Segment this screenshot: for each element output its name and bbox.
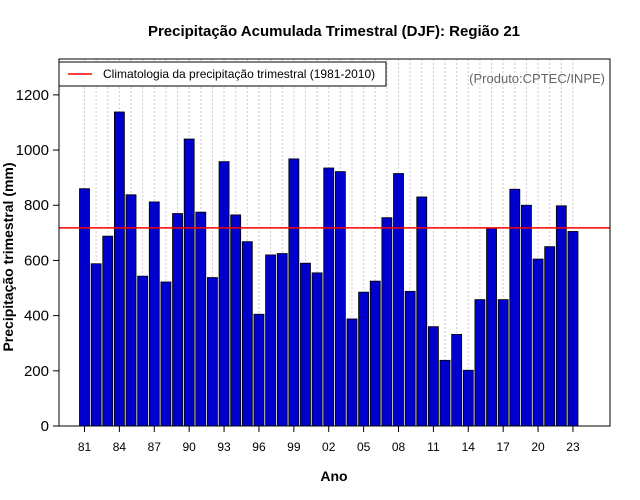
x-tick-label: 99 (287, 440, 301, 454)
bar-02 (323, 167, 335, 427)
x-tick-label: 81 (78, 440, 92, 454)
bar-97 (265, 254, 276, 427)
bar-06 (369, 280, 381, 427)
bar-21 (544, 246, 556, 427)
bar-08 (393, 173, 404, 427)
plot-frame (58, 58, 611, 427)
legend-box (58, 61, 387, 87)
x-tick-label: 05 (357, 440, 371, 454)
x-axis-title: Ano (320, 468, 347, 484)
bar-86 (137, 275, 149, 427)
x-tick-label: 23 (566, 440, 580, 454)
bar-83 (102, 235, 114, 427)
bar-16 (486, 227, 497, 427)
x-axis: 81 84 87 90 93 96 99 02 05 08 11 14 17 20 23 (78, 426, 580, 454)
bar-82 (90, 263, 102, 427)
x-tick-label: 17 (497, 440, 511, 454)
bar-90 (183, 138, 195, 427)
bar-10 (416, 196, 428, 427)
bar-04 (346, 318, 358, 427)
y-tick-label: 600 (24, 252, 49, 269)
y-tick-label: 200 (24, 363, 49, 380)
bar-92 (207, 277, 218, 427)
x-tick-label: 02 (322, 440, 336, 454)
bar-09 (404, 290, 416, 427)
bar-00 (300, 262, 311, 427)
bar-91 (195, 211, 207, 427)
credit-text: (Produto:CPTEC/INPE) (469, 71, 605, 86)
bar-05 (358, 291, 370, 427)
y-tick-label: 400 (24, 308, 49, 325)
bar-15 (474, 299, 486, 427)
legend-label: Climatologia da precipitação trimestral … (103, 67, 375, 81)
bar-98 (276, 253, 288, 427)
bar-95 (241, 241, 253, 427)
bar-12 (439, 359, 451, 427)
bar-20 (532, 258, 544, 427)
x-tick-label: 96 (252, 440, 266, 454)
bar-19 (521, 204, 532, 427)
y-tick-label: 1200 (16, 87, 49, 104)
x-tick-label: 11 (427, 440, 440, 454)
bar-81 (79, 188, 90, 427)
bar-07 (381, 217, 393, 427)
x-tick-label: 20 (531, 440, 545, 454)
bar-11 (427, 326, 439, 427)
bar-13 (451, 333, 463, 427)
x-tick-label: 90 (182, 440, 196, 454)
bar-93 (218, 161, 230, 427)
y-tick-label: 0 (41, 418, 49, 435)
bar-87 (148, 201, 160, 427)
bar-03 (334, 171, 346, 427)
bar-89 (172, 213, 183, 427)
bar-99 (288, 158, 300, 427)
y-axis: 0 200 400 600 800 1000 1200 (16, 87, 59, 435)
y-tick-label: 800 (24, 197, 49, 214)
bar-22 (555, 205, 567, 427)
y-tick-label: 1000 (16, 142, 49, 159)
bar-14 (462, 369, 474, 427)
x-tick-label: 93 (217, 440, 231, 454)
bar-94 (230, 214, 242, 427)
bar-85 (125, 194, 137, 427)
chart-title: Precipitação Acumulada Trimestral (DJF):… (148, 23, 520, 40)
y-axis-title: Precipitação trimestral (mm) (0, 162, 16, 351)
x-tick-label: 87 (148, 440, 162, 454)
x-tick-label: 14 (462, 440, 476, 454)
x-tick-label: 08 (392, 440, 406, 454)
bar-84 (113, 111, 125, 427)
bars (79, 111, 579, 427)
bar-17 (497, 299, 509, 427)
bar-01 (311, 272, 323, 427)
bar-88 (160, 281, 172, 427)
bar-96 (253, 313, 265, 427)
bar-18 (509, 188, 521, 427)
bar-23 (567, 231, 579, 427)
legend: Climatologia da precipitação trimestral … (58, 61, 387, 87)
x-tick-label: 84 (113, 440, 127, 454)
